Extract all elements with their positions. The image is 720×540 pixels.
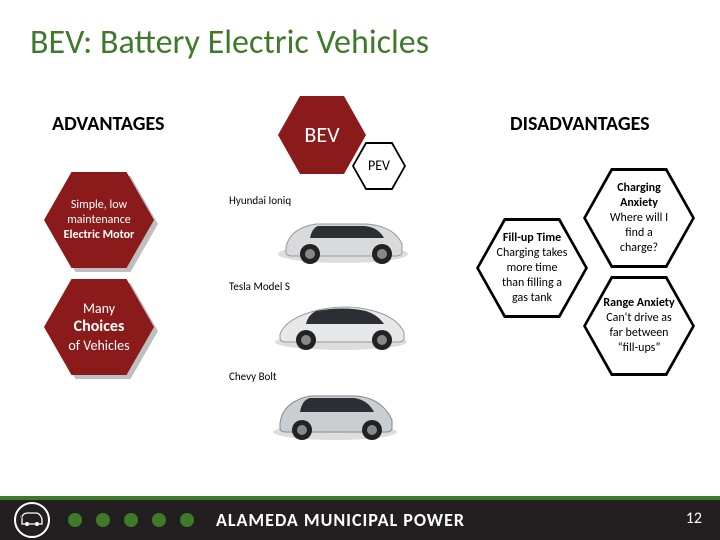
footer-dots <box>68 513 194 527</box>
d2-l4: find a <box>625 226 652 240</box>
d3-l3: far between <box>609 326 668 340</box>
disadvantage-2: Charging Anxiety Where will I find a cha… <box>583 168 695 268</box>
d2-l5: charge? <box>620 241 658 255</box>
d1-l3: more time <box>507 261 558 275</box>
bev-badge: BEV <box>278 96 366 174</box>
adv1-l1: Simple, low <box>71 198 127 212</box>
footer-ev-icon <box>14 502 50 538</box>
adv2-l2: Choices <box>74 317 125 336</box>
adv1-l3: Electric Motor <box>64 228 135 242</box>
d3-l2: Can't drive as <box>606 311 672 325</box>
adv2-l1: Many <box>83 300 115 317</box>
adv1-l2: maintenance <box>67 213 131 227</box>
adv2-l3: of Vehicles <box>68 337 129 354</box>
pev-badge-label: PEV <box>368 157 390 175</box>
d1-bold: Fill-up Time <box>503 231 561 245</box>
d2-b2: Anxiety <box>620 196 658 210</box>
d2-l3: Where will I <box>610 211 668 225</box>
pev-badge: PEV <box>352 142 406 190</box>
d3-l4: “fill-ups” <box>618 341 661 355</box>
bev-badge-label: BEV <box>304 121 339 149</box>
footer-brand: ALAMEDA MUNICIPAL POWER <box>216 509 465 531</box>
d1-l4: than filling a <box>502 276 562 290</box>
disadvantages-header: DISADVANTAGES <box>510 112 650 136</box>
car2-image <box>266 288 416 353</box>
car3-image <box>260 378 410 443</box>
advantages-header: ADVANTAGES <box>52 112 164 136</box>
disadvantage-3: Range Anxiety Can't drive as far between… <box>583 276 695 376</box>
page-number: 12 <box>686 509 702 528</box>
d1-l5: gas tank <box>512 291 552 305</box>
disadvantage-1: Fill-up Time Charging takes more time th… <box>476 218 588 318</box>
d2-b1: Charging <box>617 181 661 195</box>
d1-l2: Charging takes <box>497 246 568 260</box>
slide-title: BEV: Battery Electric Vehicles <box>30 22 429 63</box>
d3-bold: Range Anxiety <box>603 296 674 310</box>
footer-bar: ALAMEDA MUNICIPAL POWER <box>0 496 720 540</box>
car1-image <box>268 202 418 267</box>
